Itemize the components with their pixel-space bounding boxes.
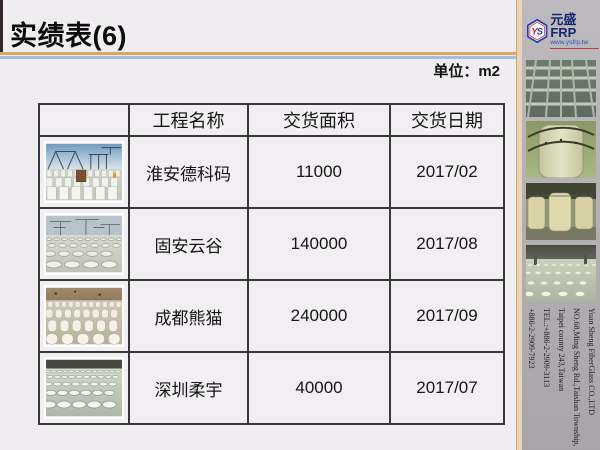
delivery-date: 2017/09 <box>391 281 503 351</box>
sidebar-accent-strip <box>516 0 522 450</box>
construction-site-photo <box>46 143 122 201</box>
table-row-photo-cell <box>40 209 128 279</box>
title-accent-bar <box>0 0 3 52</box>
huaian-project-photo <box>44 141 124 203</box>
table-header-date: 交货日期 <box>391 105 503 135</box>
delivery-date: 2017/07 <box>391 353 503 423</box>
company-sidebar: YS 元盛FRP www.ysfrp.tw <box>522 0 600 450</box>
delivery-area: 11000 <box>249 137 389 207</box>
project-name: 固安云谷 <box>130 209 247 279</box>
project-name: 深圳柔宇 <box>130 353 247 423</box>
brand-name: 元盛FRP <box>550 12 577 40</box>
ceiling-grid-photo <box>526 60 596 117</box>
table-header-area: 交货面积 <box>249 105 389 135</box>
company-logo: YS 元盛FRP www.ysfrp.tw <box>525 13 599 49</box>
table-row-photo-cell <box>40 281 128 351</box>
unit-label: 单位：m2 <box>433 63 500 80</box>
project-name: 成都熊猫 <box>130 281 247 351</box>
tank-field-cranes-photo <box>46 215 122 273</box>
logo-text: 元盛FRP www.ysfrp.tw <box>550 13 599 49</box>
tank-group-photo <box>526 183 596 240</box>
title-divider-blue <box>0 56 516 59</box>
company-phone: +886-2-2909-7923 <box>527 308 536 369</box>
company-contact-block: Yuan Sheng FiberGlass CO.,LTD NO.68,Ming… <box>523 308 599 447</box>
website-url: www.ysfrp.tw <box>550 39 599 49</box>
guan-project-photo <box>44 213 124 275</box>
tank-rows-photo <box>46 287 122 345</box>
table-row-photo-cell <box>40 353 128 423</box>
tank-closeup-photo <box>526 121 596 178</box>
svg-text:YS: YS <box>531 26 543 36</box>
delivery-area: 140000 <box>249 209 389 279</box>
company-address-line: Taipei county 243,Taiwan <box>557 308 566 392</box>
delivery-date: 2017/08 <box>391 209 503 279</box>
shenzhen-project-photo <box>44 357 124 419</box>
dense-tank-field-photo <box>46 359 122 417</box>
table-header-photo <box>40 105 128 135</box>
chengdu-project-photo <box>44 285 124 347</box>
company-phone: TEL.:+886-2-2909-3113 <box>542 308 551 388</box>
project-name: 淮安德科码 <box>130 137 247 207</box>
table-row-photo-cell <box>40 137 128 207</box>
delivery-date: 2017/02 <box>391 137 503 207</box>
ys-hexagon-icon: YS <box>526 18 548 43</box>
delivery-area: 240000 <box>249 281 389 351</box>
page-title: 实绩表(6) <box>10 21 127 51</box>
performance-table: 工程名称 交货面积 交货日期 <box>38 103 505 425</box>
delivery-area: 40000 <box>249 353 389 423</box>
table-header-project: 工程名称 <box>130 105 247 135</box>
company-name: Yuan Sheng FiberGlass CO.,LTD <box>587 308 596 416</box>
company-address-line: NO.68,Ming Sheng Rd.,Taishan Township, <box>572 308 581 447</box>
factory-interior-photo <box>526 245 596 302</box>
title-divider-orange <box>0 52 516 55</box>
